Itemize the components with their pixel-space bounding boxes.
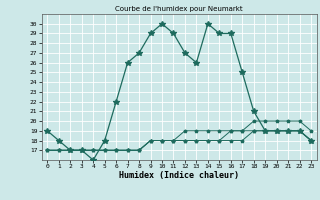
X-axis label: Humidex (Indice chaleur): Humidex (Indice chaleur) bbox=[119, 171, 239, 180]
Text: Courbe de l'humidex pour Neumarkt: Courbe de l'humidex pour Neumarkt bbox=[116, 6, 243, 12]
